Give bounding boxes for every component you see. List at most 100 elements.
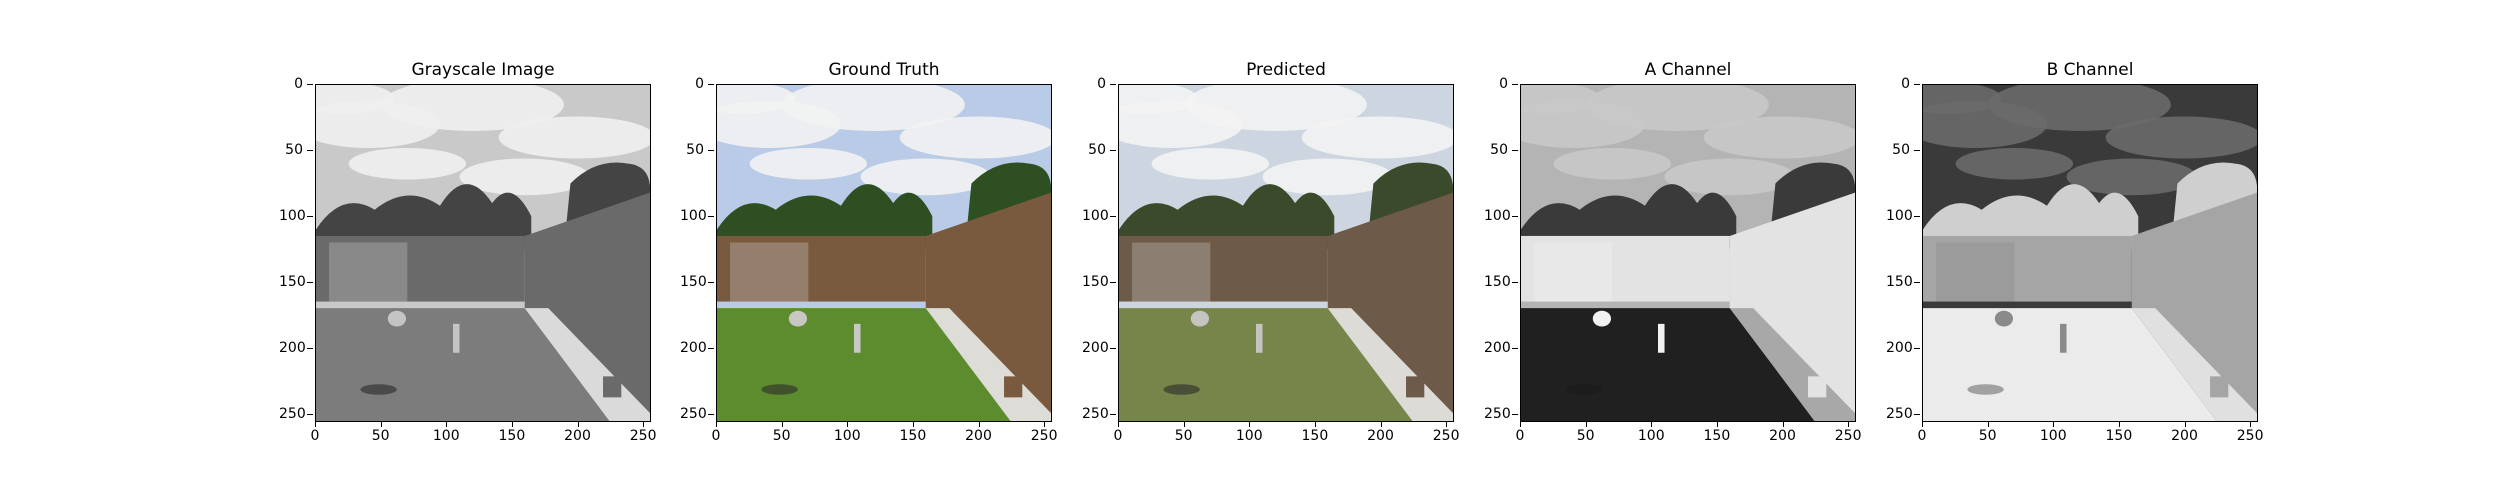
y-tick-label: 100 (1082, 208, 1116, 225)
ornament (1592, 310, 1612, 327)
panel-title: A Channel (1644, 60, 1732, 80)
panel-image (315, 84, 651, 422)
cloud (1262, 158, 1393, 196)
cloud (1586, 85, 1769, 131)
y-tick-label: 200 (1886, 340, 1920, 357)
image-panel: A Channel 0 50 100 150 200 250 0 50 100 150 200 250 (1484, 0, 1920, 500)
birdbath (2059, 323, 2067, 353)
y-tick-label: 200 (1082, 340, 1116, 357)
y-tick-label: 50 (680, 142, 714, 158)
ornament (387, 310, 407, 327)
shed (730, 242, 809, 302)
planter (2210, 376, 2229, 398)
y-tick-label: 200 (279, 340, 313, 357)
x-tick-label: 50 (1968, 421, 2008, 444)
y-tick-label: 250 (680, 406, 714, 423)
y-tick-label: 0 (1886, 76, 1920, 92)
x-tick-label: 0 (1902, 421, 1942, 444)
y-tick-label: 50 (1886, 142, 1920, 158)
y-tick-label: 100 (1886, 208, 1920, 225)
x-tick-label: 200 (558, 421, 598, 444)
panel-image (1118, 84, 1454, 422)
shadow (360, 384, 397, 395)
y-tick-label: 250 (1484, 406, 1518, 423)
cloud (1923, 85, 2002, 114)
cloud (1521, 85, 1600, 114)
image-panel: B Channel 0 50 100 150 200 250 0 50 100 150 200 250 (1886, 0, 2322, 500)
y-tick-label: 150 (279, 274, 313, 291)
x-tick-label: 100 (426, 421, 466, 444)
shadow (1967, 384, 2004, 395)
x-tick-label: 200 (1763, 421, 1803, 444)
y-tick-label: 0 (680, 76, 714, 92)
planter (603, 376, 622, 398)
cloud (717, 85, 796, 114)
y-tick-label: 150 (1886, 274, 1920, 291)
x-tick-label: 100 (2033, 421, 2073, 444)
cloud (1151, 148, 1270, 180)
x-tick-label: 50 (361, 421, 401, 444)
trees-left (1119, 184, 1335, 250)
back-fence (1119, 235, 1328, 302)
cloud (1955, 148, 2074, 180)
x-tick-label: 150 (492, 421, 532, 444)
x-tick-label: 250 (2230, 421, 2270, 444)
x-tick-label: 50 (762, 421, 802, 444)
back-fence (717, 235, 926, 302)
ornament (788, 310, 808, 327)
panel-title: Predicted (1246, 60, 1326, 80)
birdbath (1255, 323, 1263, 353)
y-tick-label: 0 (1082, 76, 1116, 92)
cloud (316, 85, 395, 114)
planter (1004, 376, 1023, 398)
cloud (899, 116, 1051, 159)
y-tick-label: 50 (1484, 142, 1518, 158)
back-fence (316, 235, 525, 302)
cloud (1703, 116, 1855, 159)
trees-left (717, 184, 933, 250)
x-tick-label: 50 (1164, 421, 1204, 444)
y-tick-label: 100 (1484, 208, 1518, 225)
y-tick-label: 150 (1082, 274, 1116, 291)
cloud (1301, 116, 1453, 159)
ornament (1994, 310, 2014, 327)
x-tick-label: 200 (959, 421, 999, 444)
y-tick-label: 200 (1484, 340, 1518, 357)
cloud (749, 148, 868, 180)
cloud (1664, 158, 1795, 196)
shed (1132, 242, 1211, 302)
right-fence (524, 192, 650, 414)
x-tick-label: 100 (1229, 421, 1269, 444)
ornament (1190, 310, 1210, 327)
x-tick-label: 50 (1566, 421, 1606, 444)
y-tick-label: 0 (1484, 76, 1518, 92)
shadow (761, 384, 798, 395)
y-tick-label: 50 (279, 142, 313, 158)
y-tick-label: 150 (680, 274, 714, 291)
cloud (498, 116, 650, 159)
x-tick-label: 250 (623, 421, 663, 444)
y-tick-label: 250 (279, 406, 313, 423)
right-fence (2131, 192, 2257, 414)
cloud (2066, 158, 2197, 196)
x-tick-label: 150 (1697, 421, 1737, 444)
shed (1936, 242, 2015, 302)
trees-left (316, 184, 532, 250)
birdbath (1657, 323, 1665, 353)
x-tick-label: 0 (1098, 421, 1138, 444)
x-tick-label: 150 (2099, 421, 2139, 444)
cloud (1119, 85, 1198, 114)
panel-title: B Channel (2046, 60, 2134, 80)
cloud (1553, 148, 1672, 180)
shadow (1565, 384, 1602, 395)
image-panel: Predicted 0 50 100 150 200 250 0 50 100 150 200 250 (1082, 0, 1518, 500)
cloud (348, 148, 467, 180)
birdbath (452, 323, 460, 353)
image-panel: Grayscale Image 0 50 100 150 200 250 0 50 100 150 2… (279, 0, 715, 500)
shadow (1163, 384, 1200, 395)
panel-image (1520, 84, 1856, 422)
x-tick-label: 150 (1295, 421, 1335, 444)
x-tick-label: 250 (1828, 421, 1868, 444)
y-tick-label: 50 (1082, 142, 1116, 158)
right-fence (1327, 192, 1453, 414)
